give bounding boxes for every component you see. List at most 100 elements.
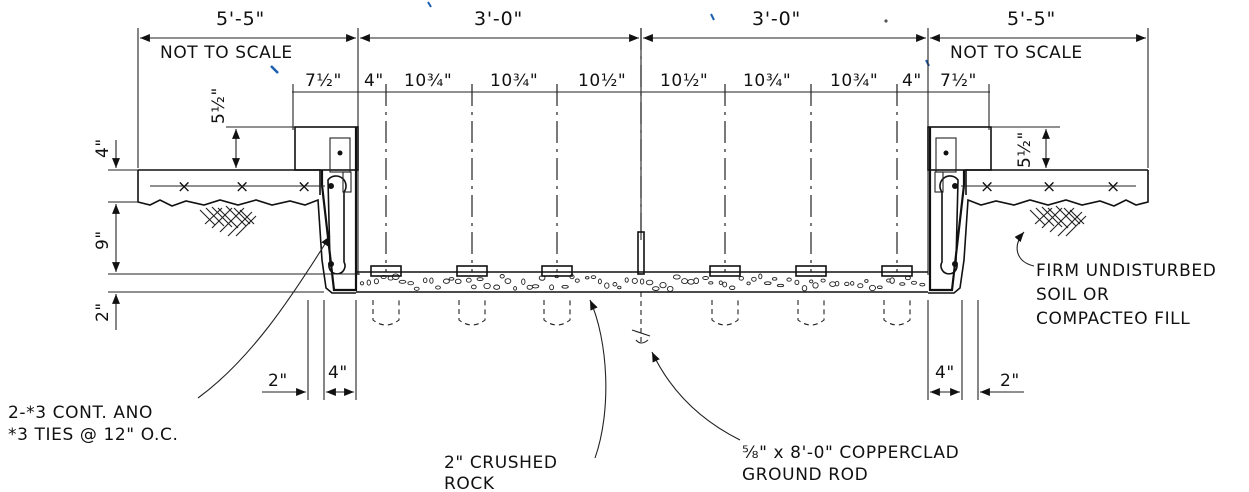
dim-footing-depth: 9" — [93, 230, 113, 250]
top-dimension-lines — [137, 28, 1149, 275]
dim-edge-2-left: 2" — [268, 371, 288, 391]
gravel-stone — [864, 279, 869, 283]
svg-text:×: × — [177, 177, 192, 197]
gravel-stone — [702, 276, 709, 280]
svg-text:×: × — [1106, 177, 1121, 197]
gravel-stone — [666, 285, 674, 292]
gravel-stone — [910, 280, 918, 285]
gravel-stone — [561, 284, 569, 289]
gravel-stone — [645, 279, 654, 286]
gravel-stone — [693, 277, 700, 285]
gravel-stone — [631, 277, 638, 284]
gravel-stone — [435, 285, 441, 290]
gravel-stone — [526, 284, 533, 290]
ground-rod — [631, 231, 651, 346]
gravel-stone — [493, 284, 501, 290]
dim-base-depth: 2" — [93, 302, 113, 322]
callout-rebar-line2: *3 TIES @ 12" O.C. — [8, 425, 178, 445]
gravel-stone — [857, 283, 864, 289]
dim-curb-rise-left: 5½" — [209, 87, 229, 124]
callout-rod-line2: GROUND ROD — [742, 465, 868, 485]
spacing-label-4: 10½" — [578, 71, 626, 91]
gravel-stone — [844, 281, 850, 287]
not-to-scale-left: NOT TO SCALE — [160, 43, 293, 63]
gravel-stone — [617, 285, 622, 290]
gravel-stone — [876, 285, 883, 289]
stray-ink-marks — [270, 1, 930, 74]
gravel-stone — [829, 281, 837, 287]
gravel-stone — [373, 278, 379, 285]
callout-soil-line1: FIRM UNDISTURBED — [1036, 261, 1216, 281]
spacing-label-5: 10½" — [660, 71, 708, 91]
gravel-stone — [672, 274, 681, 280]
gravel-stone — [597, 278, 602, 285]
callout-rock-line1: 2" CRUSHED — [444, 453, 558, 473]
gravel-stone — [899, 282, 906, 286]
gravel-stone — [758, 273, 763, 280]
spacing-label-7: 10¾" — [830, 71, 878, 91]
gravel-stone — [869, 284, 876, 292]
gravel-stone — [624, 277, 629, 283]
gravel-stone — [483, 282, 491, 290]
callout-rod-line1: ⅝" x 8'-0" COPPERCLAD — [742, 443, 959, 463]
spacing-label-1: 4" — [364, 71, 384, 91]
dim-edge-2-right: 2" — [1000, 371, 1020, 391]
gravel-stone — [919, 282, 926, 287]
gravel-stone — [504, 278, 512, 284]
gravel-stone — [850, 281, 855, 286]
gravel-stone — [751, 276, 757, 282]
gravel-stone — [513, 286, 518, 291]
dim-center-right: 3'-0" — [752, 8, 801, 30]
gravel-stone — [687, 278, 695, 285]
dim-center-left: 3'-0" — [474, 8, 523, 30]
gravel-stone — [359, 281, 365, 286]
gravel-stone — [549, 284, 555, 291]
gravel-stone — [652, 286, 660, 291]
gravel-stone — [521, 278, 526, 285]
gravel-stone — [639, 278, 645, 285]
left-curb-footing: × × × — [137, 126, 359, 294]
spacing-label-0: 7½" — [305, 71, 342, 91]
gravel-stone — [590, 275, 597, 279]
gravel-stone — [659, 281, 667, 289]
gravel-stone — [904, 275, 911, 281]
gravel-stone — [681, 278, 689, 285]
gravel-stone — [708, 281, 714, 285]
svg-text:×: × — [980, 177, 995, 197]
gravel-stone — [746, 281, 751, 286]
sleeper-pads — [370, 265, 913, 326]
gravel-stone — [470, 284, 477, 290]
gravel-stone — [448, 277, 455, 281]
gravel-stone — [429, 277, 434, 284]
gravel-stone — [531, 284, 540, 289]
gravel-stone — [794, 279, 800, 286]
spacing-label-9: 7½" — [940, 71, 977, 91]
spacing-label-6: 10¾" — [743, 71, 791, 91]
gravel-stone — [422, 277, 428, 284]
not-to-scale-right: NOT TO SCALE — [950, 43, 1083, 63]
dim-wall-4-right: 4" — [935, 363, 955, 383]
gravel-stone — [764, 281, 772, 286]
gravel-stone — [786, 277, 792, 282]
gravel-stone — [476, 277, 484, 281]
gravel-stone — [366, 279, 371, 286]
gravel-stone — [574, 278, 580, 283]
dim-slab-thickness: 4" — [93, 138, 113, 158]
svg-text:×: × — [235, 177, 250, 197]
gravel-stone — [584, 276, 590, 280]
crushed-rock-base — [356, 271, 928, 293]
gravel-stone — [413, 286, 420, 291]
dim-overall-left: 5'-5" — [216, 8, 265, 30]
callout-soil-line2: SOIL OR — [1036, 285, 1109, 305]
gravel-stone — [442, 278, 450, 284]
gravel-stone — [776, 283, 785, 288]
gravel-stone — [889, 277, 895, 284]
gravel-stone — [722, 281, 728, 288]
callout-leaders — [197, 231, 1035, 459]
spacing-label-2: 10¾" — [404, 71, 452, 91]
gravel-stone — [465, 277, 472, 283]
gravel-stone — [604, 282, 610, 289]
gravel-stone — [454, 278, 462, 285]
gravel-stone — [834, 280, 840, 287]
